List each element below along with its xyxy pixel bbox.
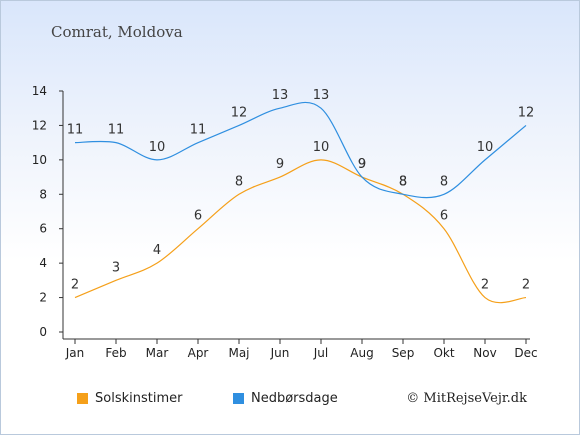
data-label: 11	[190, 123, 207, 138]
data-label: 2	[522, 278, 530, 293]
data-label: 13	[272, 88, 289, 103]
x-tick-label: Okt	[433, 346, 454, 360]
data-label: 9	[276, 157, 284, 172]
data-label: 12	[518, 105, 535, 120]
x-tick-label: Jul	[313, 346, 328, 360]
y-tick-label: 8	[39, 187, 47, 201]
x-tick-label: Dec	[514, 346, 537, 360]
data-label: 13	[313, 88, 330, 103]
legend-label-solskinstimer: Solskinstimer	[95, 391, 182, 406]
legend-label-nedborsdage: Nedbørsdage	[251, 391, 338, 406]
y-tick-label: 0	[39, 325, 47, 339]
data-label: 8	[235, 174, 243, 189]
data-label: 6	[440, 209, 448, 224]
y-tick-label: 12	[32, 118, 47, 132]
x-tick-label: Mar	[146, 346, 169, 360]
y-tick-label: 2	[39, 291, 47, 305]
data-label: 8	[440, 174, 448, 189]
legend-swatch-solskinstimer	[77, 393, 88, 404]
data-label: 11	[67, 123, 84, 138]
series-line-1	[75, 102, 526, 197]
data-label: 6	[194, 209, 202, 224]
x-tick-label: Aug	[350, 346, 373, 360]
series-line-0	[75, 160, 526, 303]
data-label: 9	[358, 157, 366, 172]
data-label: 12	[231, 105, 248, 120]
y-tick-label: 14	[32, 84, 47, 98]
data-label: 11	[108, 123, 125, 138]
data-label: 8	[399, 174, 407, 189]
data-label: 3	[112, 260, 120, 275]
data-label: 2	[481, 278, 489, 293]
y-tick-label: 4	[39, 256, 47, 270]
legend-item-solskinstimer: Solskinstimer	[77, 391, 182, 406]
x-tick-label: Nov	[473, 346, 496, 360]
x-tick-label: Jan	[65, 346, 85, 360]
x-tick-label: Jun	[270, 346, 290, 360]
legend-item-nedborsdage: Nedbørsdage	[233, 391, 338, 406]
x-tick-label: Sep	[392, 346, 415, 360]
copyright-text: © MitRejseVejr.dk	[406, 391, 527, 406]
data-label: 2	[71, 278, 79, 293]
data-label: 10	[313, 140, 330, 155]
data-label: 4	[153, 243, 161, 258]
x-tick-label: Maj	[228, 346, 249, 360]
y-tick-label: 10	[32, 153, 47, 167]
data-label: 10	[477, 140, 494, 155]
legend-swatch-nedborsdage	[233, 393, 244, 404]
x-tick-label: Feb	[105, 346, 126, 360]
data-label: 10	[149, 140, 166, 155]
series-lines	[75, 102, 526, 302]
x-tick-label: Apr	[188, 346, 209, 360]
y-tick-label: 6	[39, 222, 47, 236]
